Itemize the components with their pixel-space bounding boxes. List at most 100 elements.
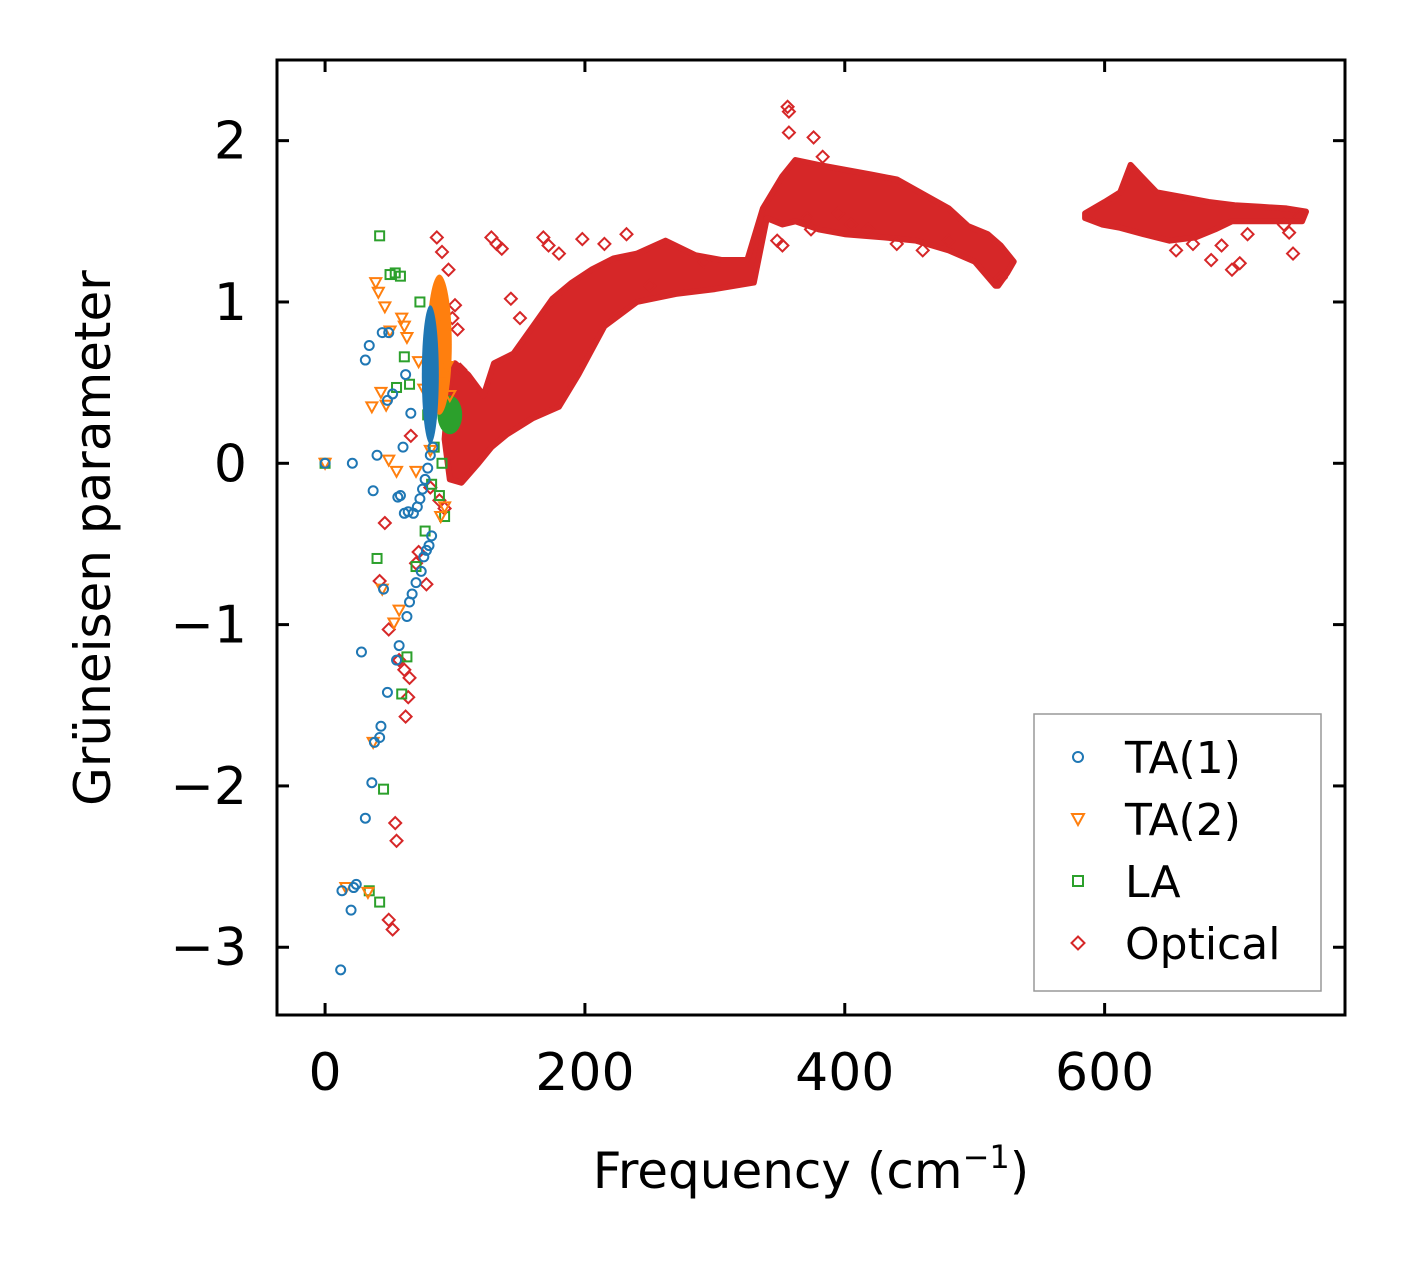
dense-band [421,305,439,444]
data-point [404,378,416,390]
data-point [393,640,405,652]
legend-entry: Optical [1070,919,1280,970]
legend-label: LA [1125,857,1181,908]
data-point [345,904,357,916]
data-point [411,356,426,370]
legend-entry: TA(2) [1070,795,1241,846]
data-point [414,296,426,308]
data-point [427,441,439,453]
data-point [373,386,389,400]
data-point [1203,252,1219,268]
data-point [483,230,499,245]
y-axis-title: Grüneisen parameter [64,270,122,806]
data-point [397,320,412,334]
legend-entry: TA(1) [1072,733,1241,784]
data-point [418,551,430,563]
data-point [775,238,790,253]
data-point [387,815,403,831]
data-point [429,230,445,245]
data-point [346,457,358,469]
data-point [396,688,408,700]
data-point [366,777,378,789]
data-point [374,230,386,242]
data-point [1292,209,1307,224]
data-point [350,878,362,890]
data-point [494,241,510,257]
data-point [1285,246,1301,261]
x-axis-title: Frequency (cm−1) [593,1138,1030,1200]
data-point [419,473,431,485]
data-point [381,394,393,406]
data-point [360,886,376,900]
data-point [398,351,410,363]
data-point [367,485,379,497]
data-point [378,783,390,795]
plot-frame [275,58,1347,1017]
data-point [806,130,822,145]
data-point [419,576,434,592]
legend-marker [1072,875,1084,887]
data-point [402,506,414,518]
data-point [414,493,426,505]
legend-entry: LA [1072,857,1181,908]
data-point [397,441,409,453]
y-tick-label: −2 [170,757,247,817]
data-point [398,709,414,724]
legend-label: Optical [1125,919,1280,970]
data-point [387,388,399,400]
data-point [597,236,612,252]
data-point [399,331,415,346]
data-point [417,483,429,495]
data-point [1185,236,1201,252]
y-tick-label: 0 [214,434,247,494]
data-point [371,449,383,461]
data-point [780,99,796,115]
data-point [436,457,448,469]
data-point [434,244,450,260]
data-point [889,236,905,252]
data-point [815,149,831,165]
y-tick-label: −1 [170,596,247,656]
legend-label: TA(2) [1124,795,1241,846]
series-ta-1- [319,305,439,976]
data-point [441,262,456,278]
data-point [359,354,371,366]
data-point [389,833,404,849]
legend: TA(1) TA(2) LA Optical [1033,713,1322,992]
legend-marker [1070,813,1086,828]
data-point [363,340,375,352]
data-point [433,490,445,502]
data-point [377,515,393,531]
data-point [574,231,590,247]
data-point [410,577,422,589]
data-point [385,922,401,937]
data-point [1214,238,1229,253]
data-point [1168,242,1184,258]
data-point [403,428,419,444]
axis-ticks: 0 200 400 600 −3 −2 −1 0 1 2 [170,60,1345,1103]
data-point [423,540,435,552]
data-point [386,617,402,631]
data-point [364,401,380,415]
data-point [406,588,418,600]
x-axis-title-superscript: −1 [963,1138,1010,1176]
optical-dense-band [441,157,1017,486]
data-point [383,327,395,339]
data-point [541,238,556,253]
data-point [426,530,438,542]
data-point [697,254,712,270]
data-point [355,646,367,658]
data-point [1281,225,1297,241]
data-point [437,501,452,515]
data-point [336,885,348,897]
data-point [405,407,417,419]
data-point [394,312,409,326]
data-point [401,611,413,623]
data-point [642,278,658,294]
legend-label: TA(1) [1124,733,1241,784]
data-point [381,912,397,928]
data-point [375,720,387,732]
data-point [371,286,386,300]
data-point [394,270,406,282]
data-point [408,465,424,479]
